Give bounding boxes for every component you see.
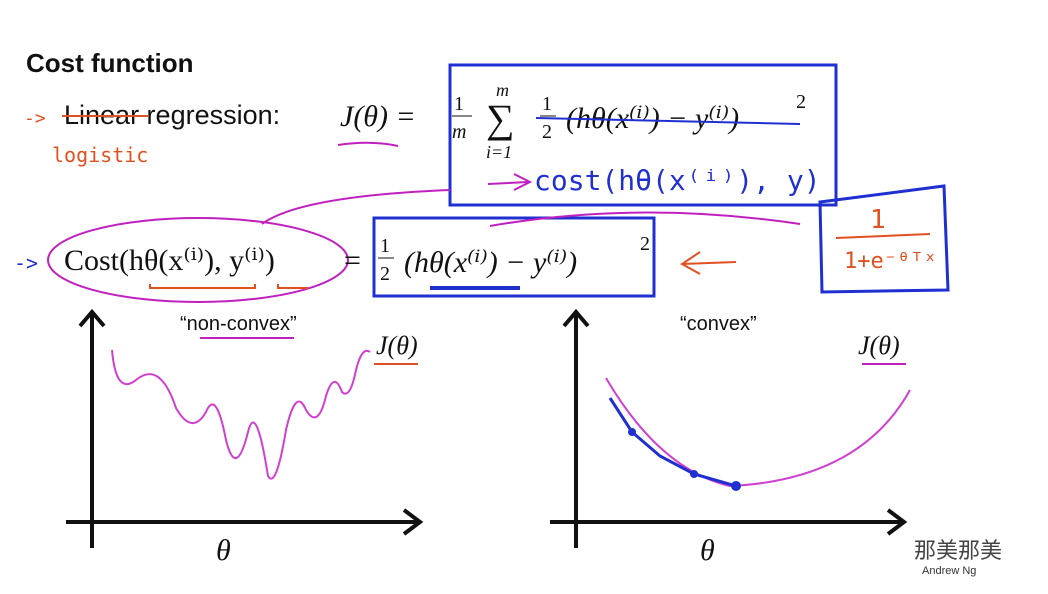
half-num: 1 xyxy=(542,93,552,115)
step xyxy=(628,428,636,436)
equals: = xyxy=(344,244,361,277)
arrow-mark: -> xyxy=(24,108,46,129)
curve-label: J(θ) xyxy=(858,331,900,360)
sum-symbol: ∑ xyxy=(486,96,515,141)
half-num: 1 xyxy=(380,235,390,257)
curve xyxy=(605,377,911,488)
axis-label: θ xyxy=(216,534,231,567)
watermark: 那美那美 xyxy=(914,538,1002,563)
box xyxy=(818,184,950,294)
strike xyxy=(535,117,801,125)
connector xyxy=(261,189,451,225)
axes xyxy=(66,308,424,548)
annotation: logistic xyxy=(52,143,148,167)
box xyxy=(372,216,656,298)
formula-lhs: Cost(hθ(x⁽ⁱ⁾), y⁽ⁱ⁾) xyxy=(64,244,275,277)
frac-bar xyxy=(835,233,931,239)
power: 2 xyxy=(796,91,806,113)
formula-body: (hθ(x⁽ⁱ⁾) − y⁽ⁱ⁾) xyxy=(404,246,577,279)
annotation: cost(hθ(x⁽ⁱ⁾), y) xyxy=(534,164,821,197)
step xyxy=(731,481,741,491)
frac-den: m xyxy=(452,121,466,143)
annotation: 1 xyxy=(870,205,886,235)
plot-label: “non-convex” xyxy=(180,313,297,335)
circle xyxy=(47,217,349,303)
half-den: 2 xyxy=(542,121,552,143)
slide-title: Cost function xyxy=(26,48,194,78)
formula-lhs: J(θ) = xyxy=(340,100,416,133)
curve-label: J(θ) xyxy=(376,331,418,360)
descent-path xyxy=(608,397,737,488)
arrow xyxy=(680,251,737,275)
axes xyxy=(550,308,908,548)
curve xyxy=(111,349,371,480)
sum-top: m xyxy=(496,80,509,100)
box xyxy=(448,63,838,207)
axis-label: θ xyxy=(700,534,715,567)
half-den: 2 xyxy=(380,263,390,285)
arrow xyxy=(487,173,533,191)
credit: Andrew Ng xyxy=(922,565,976,577)
underline xyxy=(337,141,399,147)
power: 2 xyxy=(640,233,650,255)
step xyxy=(690,470,698,478)
plot-label: “convex” xyxy=(680,313,757,335)
frac-num: 1 xyxy=(454,93,464,115)
arrow-mark: -> xyxy=(14,251,38,275)
annotation: 1+e⁻ᶿᵀˣ xyxy=(844,249,937,274)
underline xyxy=(149,284,308,289)
connector xyxy=(489,211,801,227)
sum-bottom: i=1 xyxy=(486,142,512,162)
